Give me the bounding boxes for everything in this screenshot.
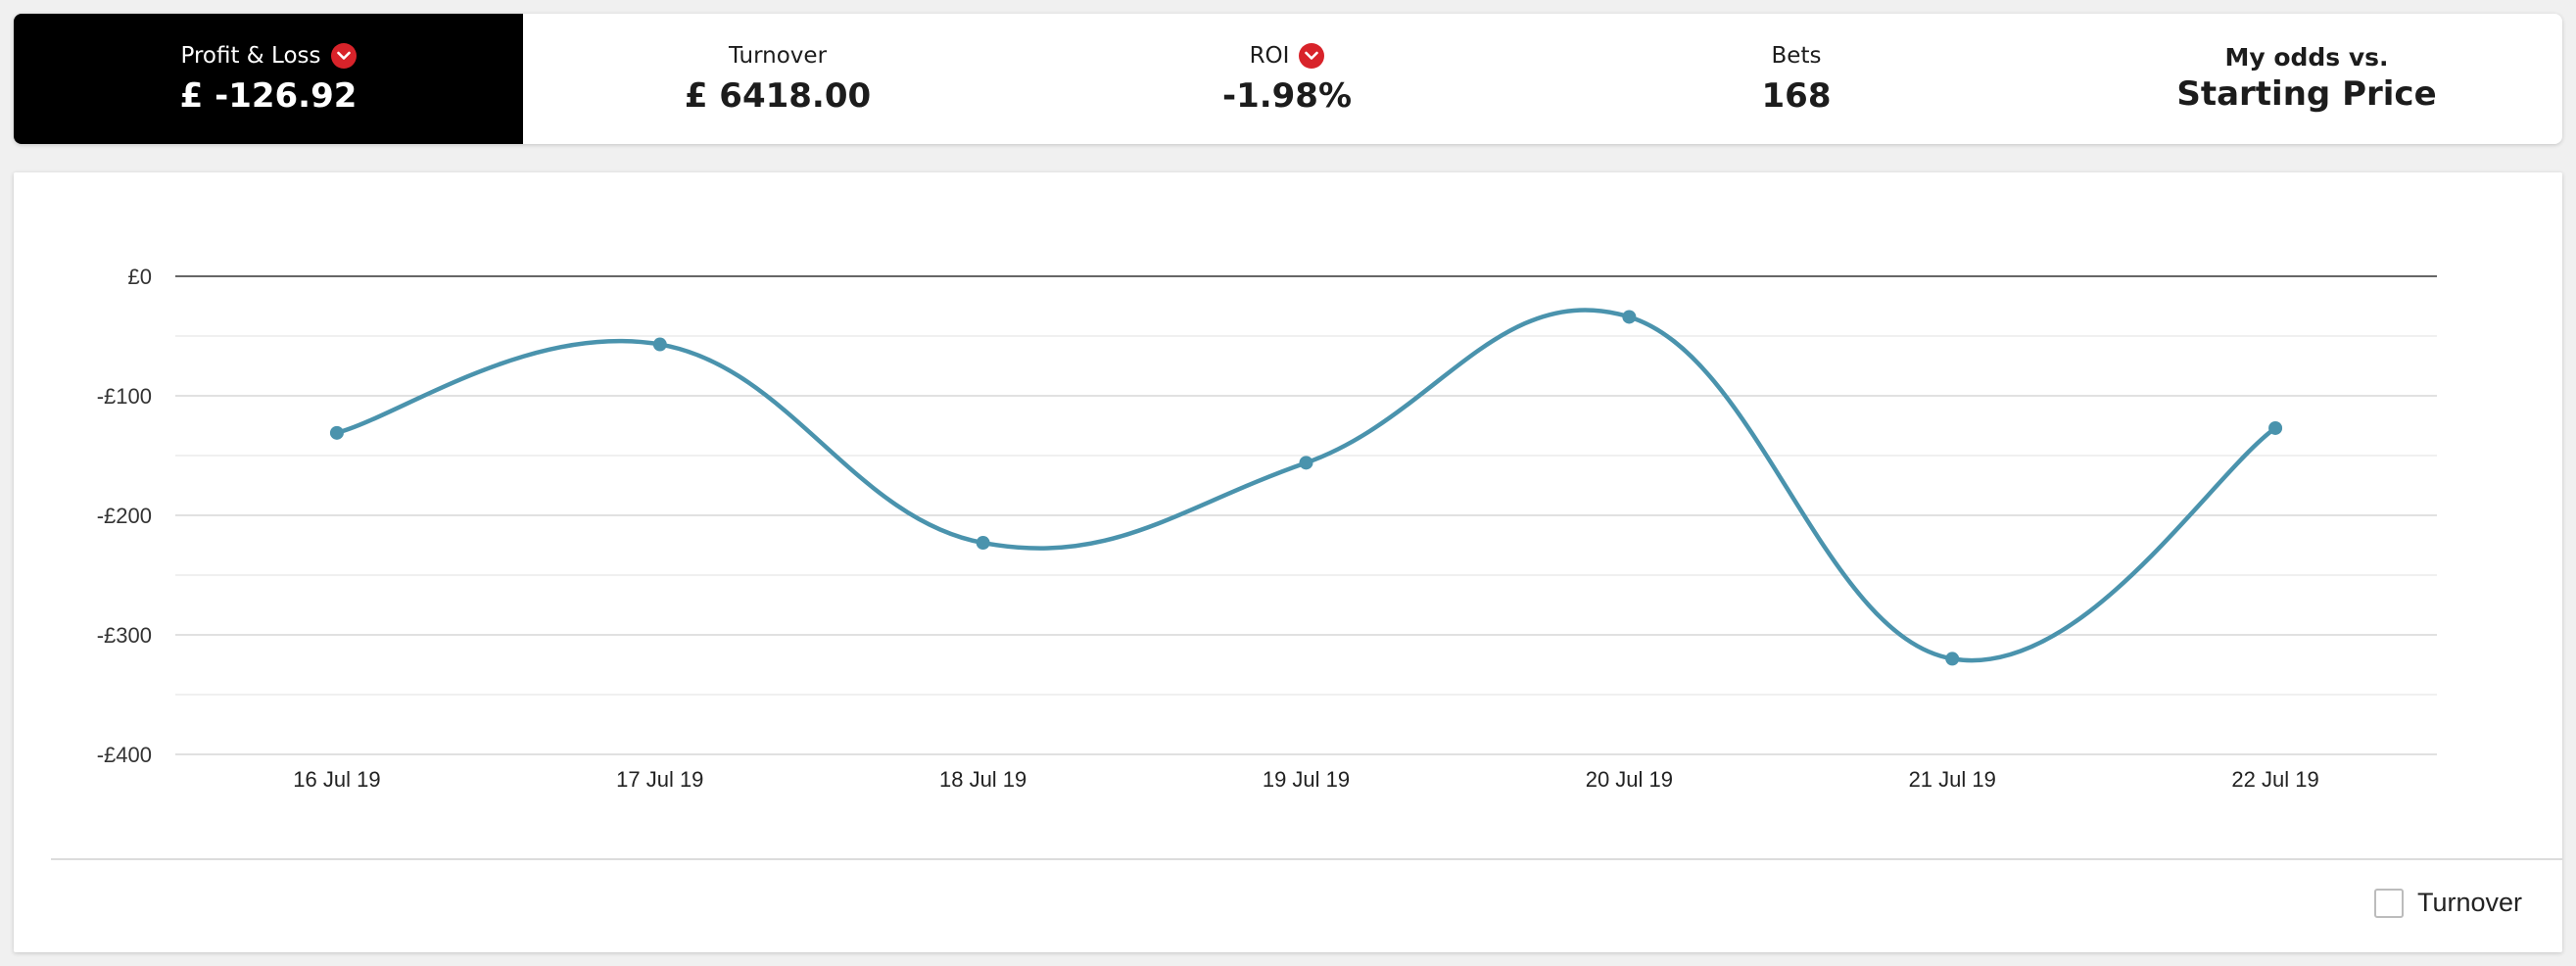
x-tick-label: 17 Jul 19 bbox=[616, 767, 703, 792]
x-tick-label: 19 Jul 19 bbox=[1263, 767, 1350, 792]
x-tick-label: 22 Jul 19 bbox=[2231, 767, 2318, 792]
x-tick-label: 16 Jul 19 bbox=[293, 767, 380, 792]
stat-roi[interactable]: ROI -1.98% bbox=[1032, 14, 1542, 144]
chart-card: £0 -£100 -£200 -£300 -£400 16 Jul 19 17 Jul 19… bbox=[14, 172, 2562, 952]
y-tick-label: -£200 bbox=[97, 504, 152, 528]
stat-roi-label: ROI bbox=[1249, 42, 1290, 69]
stat-bets-label: Bets bbox=[1771, 42, 1822, 69]
stat-profit-loss[interactable]: Profit & Loss £ -126.92 bbox=[14, 14, 523, 144]
data-point bbox=[329, 425, 344, 440]
stat-turnover-value: £ 6418.00 bbox=[684, 75, 872, 116]
y-tick-label: -£400 bbox=[97, 743, 152, 767]
data-point bbox=[976, 536, 990, 551]
stat-roi-header: ROI bbox=[1250, 41, 1325, 71]
stat-profit-loss-label: Profit & Loss bbox=[180, 42, 321, 69]
stat-roi-value: -1.98% bbox=[1221, 75, 1353, 116]
data-point bbox=[1299, 456, 1313, 470]
data-point bbox=[2268, 420, 2283, 435]
y-tick-label: -£300 bbox=[97, 623, 152, 648]
x-tick-label: 21 Jul 19 bbox=[1909, 767, 1996, 792]
data-point bbox=[652, 337, 667, 352]
stat-comparison-label: My odds vs. bbox=[2224, 42, 2389, 72]
data-point bbox=[1622, 310, 1637, 324]
stat-turnover-label: Turnover bbox=[728, 42, 828, 69]
y-tick-label: £0 bbox=[128, 265, 152, 289]
stat-turnover[interactable]: Turnover £ 6418.00 bbox=[523, 14, 1032, 144]
profit-loss-line-chart: £0 -£100 -£200 -£300 -£400 16 Jul 19 17 Jul 19… bbox=[97, 265, 2437, 792]
stat-comparison-value: Starting Price bbox=[2176, 73, 2437, 114]
stat-bets-value: 168 bbox=[1761, 75, 1832, 116]
stat-odds-comparison[interactable]: My odds vs. Starting Price bbox=[2051, 14, 2562, 144]
data-point bbox=[1945, 652, 1960, 666]
stat-bets[interactable]: Bets 168 bbox=[1542, 14, 2051, 144]
turnover-toggle[interactable]: Turnover bbox=[2374, 888, 2522, 918]
y-tick-label: -£100 bbox=[97, 384, 152, 409]
chevron-down-icon[interactable] bbox=[330, 42, 357, 69]
turnover-checkbox[interactable] bbox=[2374, 888, 2404, 918]
x-tick-label: 18 Jul 19 bbox=[939, 767, 1026, 792]
turnover-legend-label: Turnover bbox=[2417, 888, 2523, 917]
stat-profit-loss-value: £ -126.92 bbox=[179, 75, 358, 116]
stats-bar: Profit & Loss £ -126.92 Turnover £ 6418.… bbox=[14, 14, 2562, 144]
divider bbox=[51, 858, 2562, 860]
series-line bbox=[334, 308, 2278, 663]
chevron-down-icon[interactable] bbox=[1299, 42, 1325, 69]
stat-profit-loss-header: Profit & Loss bbox=[181, 41, 357, 71]
x-tick-label: 20 Jul 19 bbox=[1586, 767, 1673, 792]
